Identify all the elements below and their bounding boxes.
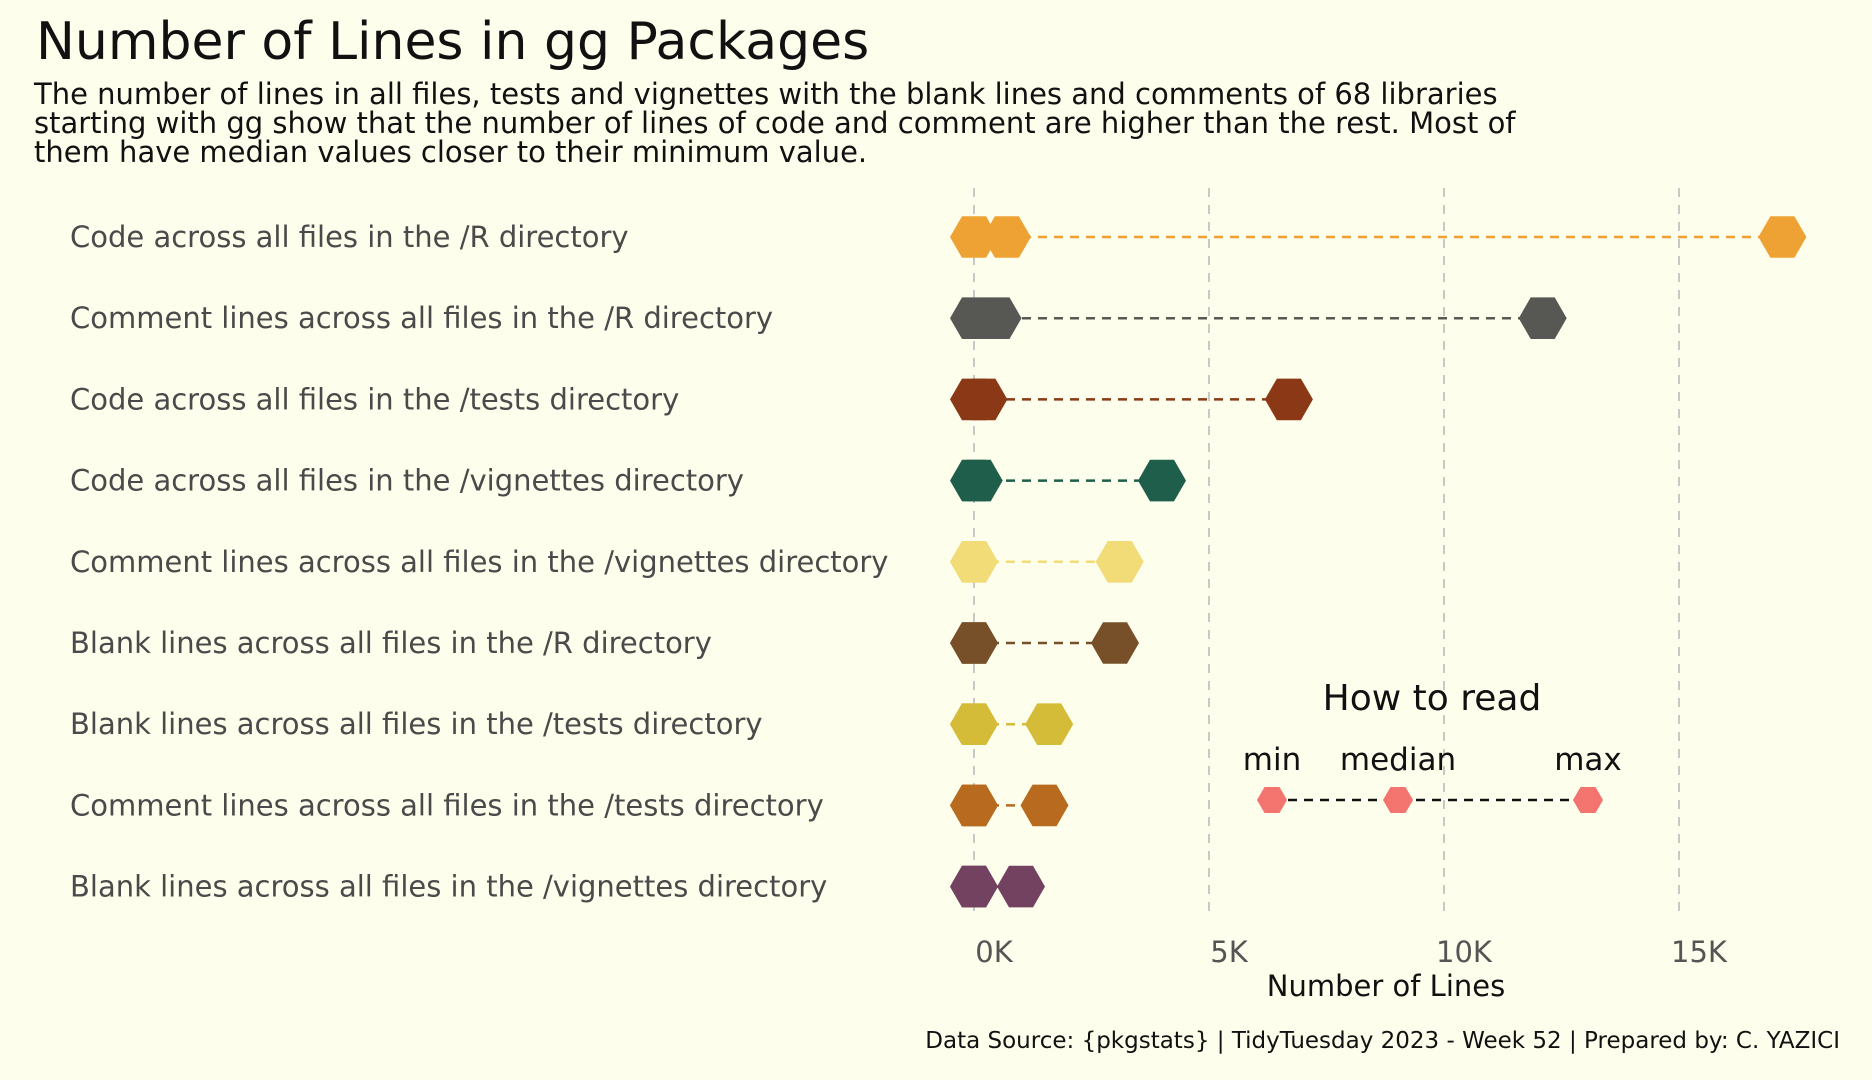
chart-subtitle: The number of lines in all files, tests …: [34, 77, 1516, 169]
category-label: Blank lines across all files in the /tes…: [70, 707, 763, 741]
category-label: Comment lines across all files in the /v…: [70, 545, 888, 579]
how-to-read-legend: How to read min median max: [1243, 678, 1622, 813]
category-labels: Code across all files in the /R director…: [70, 220, 888, 904]
hexagon-max-point: [1025, 703, 1074, 745]
category-label: Blank lines across all files in the /R d…: [70, 626, 712, 660]
hexagon-median-point: [950, 784, 998, 827]
grid-lines: [973, 188, 1680, 912]
dumbbell-row: [950, 378, 1313, 421]
category-label: Code across all files in the /tests dire…: [70, 382, 679, 416]
dumbbell-row: [950, 622, 1139, 664]
chart-caption: Data Source: {pkgstats} | TidyTuesday 20…: [925, 1028, 1840, 1054]
hexagon-median-point: [950, 541, 998, 583]
dumbbell-row: [950, 216, 1807, 258]
hexagon-median-point: [950, 622, 998, 664]
legend-label-min: min: [1243, 742, 1301, 778]
legend-hexagon-median: [1383, 787, 1413, 813]
dumbbell-series: [950, 216, 1807, 908]
dumbbell-row: [950, 297, 1567, 339]
hexagon-median-point: [973, 297, 1022, 339]
hexagon-max-point: [997, 865, 1045, 908]
hexagon-min-point: [950, 216, 998, 258]
x-tick-label: 5K: [1210, 935, 1248, 969]
legend-hexagon-max: [1573, 787, 1603, 813]
hexagon-max-point: [1020, 784, 1069, 827]
hexagon-max-point: [1518, 297, 1567, 339]
hexagon-max-point: [1095, 541, 1144, 583]
x-tick-label: 15K: [1671, 935, 1728, 969]
dumbbell-row: [950, 865, 1045, 908]
hexagon-median-point: [950, 865, 998, 908]
x-axis-title: Number of Lines: [1267, 969, 1505, 1003]
dumbbell-row: [950, 541, 1144, 583]
category-label: Blank lines across all files in the /vig…: [70, 870, 827, 904]
hexagon-median-point: [982, 216, 1031, 258]
hexagon-max-point: [1264, 378, 1313, 421]
chart-title: Number of Lines in gg Packages: [36, 12, 870, 72]
category-label: Code across all files in the /R director…: [70, 220, 629, 254]
legend-label-median: median: [1340, 742, 1456, 778]
category-label: Comment lines across all files in the /R…: [70, 301, 773, 335]
hexagon-max-point: [1091, 622, 1139, 664]
category-label: Code across all files in the /vignettes …: [70, 464, 744, 498]
dumbbell-row: [950, 784, 1069, 827]
dumbbell-row: [950, 703, 1074, 745]
hexagon-median-point: [954, 459, 1003, 502]
hexagon-max-point: [1138, 459, 1186, 502]
hexagon-median-point: [959, 378, 1008, 421]
x-axis-ticks: 0K 5K 10K 15K: [975, 935, 1728, 969]
legend-label-max: max: [1554, 742, 1622, 778]
x-tick-label: 10K: [1436, 935, 1493, 969]
dumbbell-row: [950, 459, 1186, 502]
legend-title: How to read: [1323, 678, 1542, 719]
x-tick-label: 0K: [975, 935, 1013, 969]
hexagon-median-point: [950, 703, 998, 745]
hexagon-max-point: [1758, 216, 1807, 258]
legend-hexagon-min: [1257, 787, 1287, 813]
category-label: Comment lines across all files in the /t…: [70, 788, 824, 822]
